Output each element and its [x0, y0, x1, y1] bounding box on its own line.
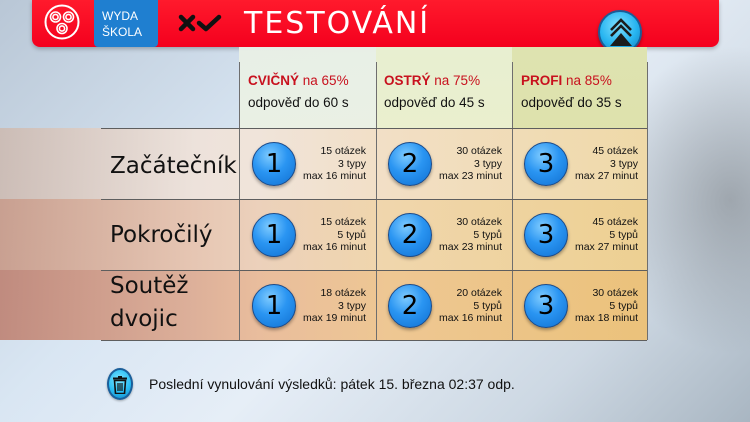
test-info: 15 otázek 3 typy max 16 minut	[303, 145, 366, 183]
test-cell[interactable]: 2 30 otázek 5 typů max 23 minut	[376, 199, 512, 270]
column-answer-time: odpověď do 45 s	[384, 95, 485, 110]
type-count: 3 typy	[609, 157, 638, 170]
column-percent: na 85%	[566, 73, 612, 88]
time-limit: max 16 minut	[302, 170, 366, 182]
level-3-button[interactable]: 3	[524, 142, 568, 186]
level-1-button[interactable]: 1	[252, 142, 296, 186]
test-info: 18 otázek 3 typy max 19 minut	[303, 287, 366, 325]
time-limit: max 27 minut	[574, 241, 638, 253]
x-check-icon	[177, 12, 223, 34]
test-info: 45 otázek 3 typy max 27 minut	[575, 145, 638, 183]
test-info: 15 otázek 5 typů max 16 minut	[303, 216, 366, 254]
question-count: 30 otázek	[592, 287, 638, 299]
test-cell[interactable]: 3 30 otázek 5 typů max 18 minut	[512, 270, 648, 341]
level-1-button[interactable]: 1	[252, 213, 296, 257]
test-cell[interactable]: 3 45 otázek 5 typů max 27 minut	[512, 199, 648, 270]
column-percent: na 65%	[302, 73, 349, 88]
time-limit: max 27 minut	[574, 170, 638, 182]
grid-divider	[101, 340, 647, 341]
question-count: 45 otázek	[592, 145, 638, 157]
test-cell[interactable]: 2 30 otázek 3 typy max 23 minut	[376, 128, 512, 199]
question-count: 30 otázek	[456, 216, 502, 228]
type-count: 5 typů	[473, 299, 502, 312]
grid-divider	[376, 62, 377, 340]
column-header-cvicny: CVIČNÝ na 65% odpověď do 60 s	[248, 70, 349, 114]
question-count: 15 otázek	[320, 216, 366, 228]
column-header-ostry: OSTRÝ na 75% odpověď do 45 s	[384, 70, 485, 114]
reset-status-bar: Poslední vynulování výsledků: pátek 15. …	[107, 368, 515, 400]
test-info: 30 otázek 3 typy max 23 minut	[439, 145, 502, 183]
level-3-button[interactable]: 3	[524, 213, 568, 257]
triple-spiral-icon	[44, 4, 80, 40]
column-name: CVIČNÝ	[248, 73, 300, 88]
question-count: 30 otázek	[456, 145, 502, 157]
question-count: 20 otázek	[456, 287, 502, 299]
column-name: PROFI	[521, 73, 563, 88]
test-cell[interactable]: 1 15 otázek 3 typy max 16 minut	[240, 128, 376, 199]
type-count: 3 typy	[337, 299, 366, 312]
grid-divider	[101, 270, 647, 271]
row-label-dvojic: dvojic	[110, 306, 178, 332]
brand-badge[interactable]: WYDA ŠKOLA	[94, 0, 158, 47]
test-cell[interactable]: 1 18 otázek 3 typy max 19 minut	[240, 270, 376, 341]
test-info: 45 otázek 5 typů max 27 minut	[575, 216, 638, 254]
question-count: 45 otázek	[592, 216, 638, 228]
brand-line-2: ŠKOLA	[102, 25, 143, 39]
row-label-soutez: Soutěž	[110, 273, 189, 299]
level-1-button[interactable]: 1	[252, 284, 296, 328]
time-limit: max 16 minut	[438, 312, 502, 324]
brand-line-1: WYDA	[102, 9, 138, 23]
grid-divider	[239, 62, 240, 340]
grid-divider	[101, 199, 647, 200]
row-label-zacatecnik: Začátečník	[110, 153, 237, 179]
grid-divider	[512, 62, 513, 340]
scroll-up-button[interactable]	[598, 10, 642, 54]
test-cell[interactable]: 1 15 otázek 5 typů max 16 minut	[240, 199, 376, 270]
test-cell[interactable]: 3 45 otázek 3 typy max 27 minut	[512, 128, 648, 199]
time-limit: max 16 minut	[302, 241, 366, 253]
type-count: 5 typů	[609, 228, 638, 241]
question-count: 15 otázek	[320, 145, 366, 157]
double-chevron-up-icon	[610, 18, 632, 46]
level-2-button[interactable]: 2	[388, 142, 432, 186]
test-info: 20 otázek 5 typů max 16 minut	[439, 287, 502, 325]
page-title: TESTOVÁNÍ	[244, 6, 431, 41]
column-percent: na 75%	[434, 73, 481, 88]
time-limit: max 23 minut	[438, 170, 502, 182]
level-2-button[interactable]: 2	[388, 213, 432, 257]
reset-results-button[interactable]	[107, 368, 133, 400]
type-count: 5 typů	[473, 228, 502, 241]
grid-divider	[647, 62, 648, 340]
type-count: 5 typů	[337, 228, 366, 241]
time-limit: max 23 minut	[438, 241, 502, 253]
question-count: 18 otázek	[320, 287, 366, 299]
column-answer-time: odpověď do 60 s	[248, 95, 349, 110]
test-info: 30 otázek 5 typů max 23 minut	[439, 216, 502, 254]
type-count: 3 typy	[473, 157, 502, 170]
last-reset-text: Poslední vynulování výsledků: pátek 15. …	[149, 376, 515, 392]
type-count: 5 typů	[609, 299, 638, 312]
time-limit: max 19 minut	[302, 312, 366, 324]
level-2-button[interactable]: 2	[388, 284, 432, 328]
level-3-button[interactable]: 3	[524, 284, 568, 328]
time-limit: max 18 minut	[574, 312, 638, 324]
test-cell[interactable]: 2 20 otázek 5 typů max 16 minut	[376, 270, 512, 341]
trash-icon	[113, 376, 127, 394]
column-name: OSTRÝ	[384, 73, 431, 88]
type-count: 3 typy	[337, 157, 366, 170]
column-header-profi: PROFI na 85% odpověď do 35 s	[521, 70, 622, 114]
grid-divider	[101, 128, 647, 129]
test-info: 30 otázek 5 typů max 18 minut	[575, 287, 638, 325]
column-answer-time: odpověď do 35 s	[521, 95, 622, 110]
row-label-pokrocily: Pokročilý	[110, 222, 213, 248]
